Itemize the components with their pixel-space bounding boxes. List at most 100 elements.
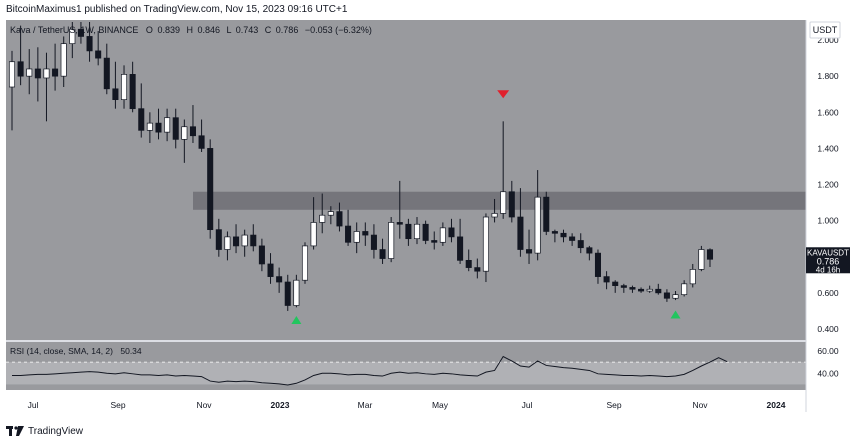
candle[interactable] [551, 229, 558, 243]
candle[interactable] [310, 197, 317, 250]
candle[interactable] [457, 218, 464, 264]
candle[interactable] [655, 283, 662, 295]
x-tick-label: Jul [522, 400, 533, 410]
candle[interactable] [172, 108, 179, 149]
candle[interactable] [345, 209, 352, 246]
candle[interactable] [17, 25, 24, 86]
candle[interactable] [569, 233, 576, 246]
candle[interactable] [353, 222, 360, 254]
candle-body [594, 252, 601, 277]
candle[interactable] [500, 121, 507, 219]
candle[interactable] [388, 217, 395, 263]
rsi-y-tick-label: 60.00 [817, 346, 839, 356]
candle[interactable] [207, 139, 214, 239]
candle[interactable] [258, 238, 265, 272]
candle[interactable] [638, 287, 645, 293]
candle[interactable] [474, 258, 481, 279]
candle[interactable] [396, 180, 403, 239]
candle[interactable] [138, 83, 145, 138]
candle[interactable] [189, 105, 196, 143]
candle[interactable] [517, 188, 524, 257]
candle-body [353, 231, 360, 243]
candle[interactable] [95, 31, 102, 66]
candle[interactable] [121, 65, 128, 109]
candle-body [121, 74, 128, 100]
candle[interactable] [86, 22, 93, 62]
candle[interactable] [422, 220, 429, 245]
candle[interactable] [284, 274, 291, 311]
candle[interactable] [448, 218, 455, 243]
candle-body [517, 216, 524, 250]
candle[interactable] [482, 213, 489, 283]
candle[interactable] [663, 289, 670, 302]
candle[interactable] [112, 61, 119, 109]
candle[interactable] [26, 49, 33, 95]
candle[interactable] [43, 52, 50, 122]
candle[interactable] [34, 47, 41, 102]
legend-l-value: 0.743 [236, 25, 259, 35]
candle[interactable] [603, 271, 610, 290]
candle[interactable] [698, 245, 705, 272]
candle[interactable] [293, 274, 300, 308]
candle[interactable] [198, 119, 205, 153]
candle[interactable] [508, 180, 515, 223]
main-pane[interactable] [6, 20, 806, 340]
price-chart[interactable]: 2.0001.8001.6001.4001.2001.0000.8000.600… [0, 20, 850, 420]
candle[interactable] [336, 202, 343, 232]
candle[interactable] [405, 218, 412, 246]
tradingview-logo[interactable]: TradingView [6, 426, 83, 437]
candle[interactable] [52, 43, 59, 91]
candle-body [284, 281, 291, 306]
candle[interactable] [560, 229, 567, 243]
candle[interactable] [60, 36, 67, 88]
candle[interactable] [103, 43, 110, 95]
candle[interactable] [629, 285, 636, 293]
candle[interactable] [69, 22, 76, 59]
candle[interactable] [379, 238, 386, 264]
candle-body [155, 122, 162, 133]
candle[interactable] [370, 224, 377, 259]
candle[interactable] [215, 218, 222, 257]
candle[interactable] [526, 229, 533, 264]
candle[interactable] [362, 222, 369, 246]
candle[interactable] [612, 280, 619, 293]
candle[interactable] [706, 248, 714, 268]
candle[interactable] [491, 198, 498, 223]
candle[interactable] [250, 224, 257, 252]
candle[interactable] [534, 170, 541, 261]
candle-body [207, 148, 214, 231]
candle[interactable] [672, 291, 679, 301]
candle[interactable] [155, 108, 162, 140]
legend-l-label: L [227, 25, 232, 35]
candle[interactable] [439, 222, 446, 246]
candle[interactable] [146, 112, 153, 143]
candle[interactable] [413, 217, 421, 245]
candle-body [17, 61, 24, 77]
candle[interactable] [276, 267, 283, 293]
candle[interactable] [465, 249, 472, 272]
candle[interactable] [319, 193, 326, 234]
candle[interactable] [327, 206, 334, 225]
candle[interactable] [129, 61, 136, 113]
candle[interactable] [77, 22, 84, 44]
rsi-pane[interactable] [6, 342, 806, 390]
candle[interactable] [233, 224, 240, 254]
candle[interactable] [594, 249, 601, 284]
candle[interactable] [543, 191, 550, 236]
candle[interactable] [224, 231, 231, 261]
candle-body [448, 227, 455, 238]
candle[interactable] [301, 242, 309, 284]
candle[interactable] [241, 229, 248, 257]
candle[interactable] [681, 280, 688, 297]
candle[interactable] [8, 50, 16, 131]
candle[interactable] [431, 231, 438, 250]
candle[interactable] [646, 285, 653, 293]
candle[interactable] [586, 245, 593, 261]
candle[interactable] [577, 233, 584, 254]
candle[interactable] [181, 119, 188, 163]
candle[interactable] [164, 108, 171, 142]
candle[interactable] [267, 253, 274, 284]
x-tick-label: Nov [692, 400, 708, 410]
candle[interactable] [620, 283, 627, 293]
candle[interactable] [689, 263, 696, 288]
